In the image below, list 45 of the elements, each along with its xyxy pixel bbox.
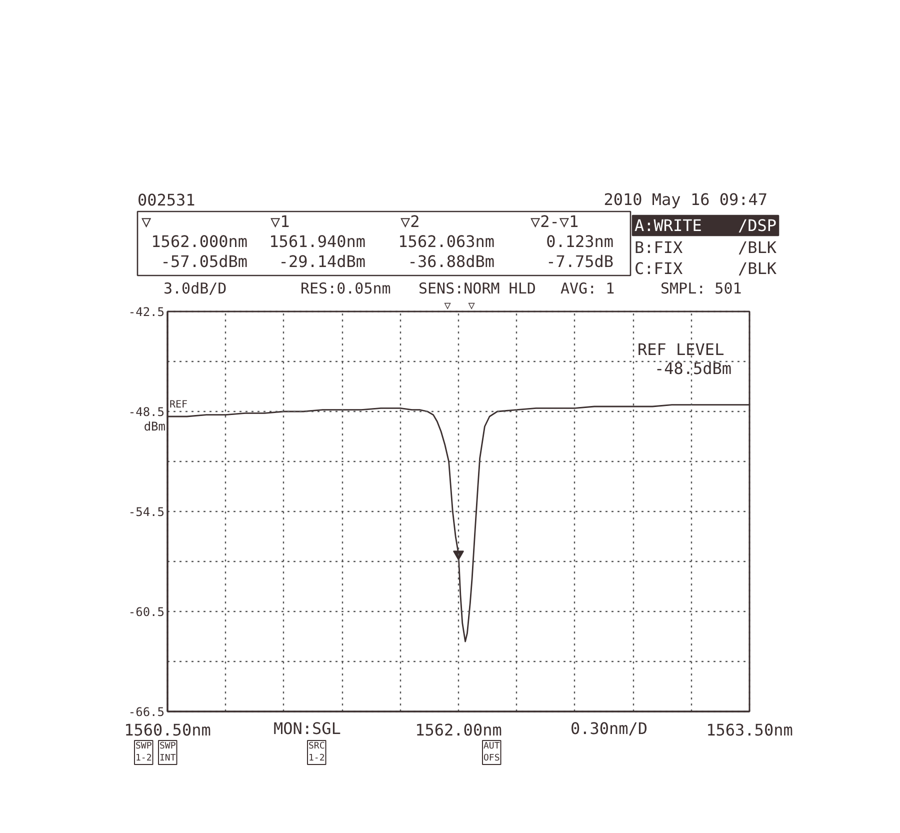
x-axis-title: 0.30nm/D bbox=[570, 719, 648, 738]
y-tick-label: -54.5 bbox=[128, 505, 164, 519]
text: C:FIX bbox=[634, 259, 684, 278]
text: -36.88dBm bbox=[408, 252, 495, 271]
text: AUT OFS bbox=[484, 742, 500, 764]
text: ▽1 bbox=[270, 212, 290, 231]
text: 3.0dB/D bbox=[164, 280, 227, 298]
annotation: ▽ bbox=[468, 299, 476, 312]
text: -7.75dB bbox=[546, 252, 614, 271]
annotation: -48.5dBm bbox=[654, 359, 732, 378]
annotation: ▽ bbox=[444, 299, 452, 312]
text: ▽2-▽1 bbox=[530, 212, 579, 231]
text: A:WRITE bbox=[634, 216, 702, 235]
text: 2010 May 16 09:47 bbox=[604, 190, 768, 209]
text: SWP 1-2 bbox=[136, 742, 152, 764]
annotation: REF LEVEL bbox=[638, 340, 724, 359]
text: /BLK bbox=[738, 238, 777, 257]
y-axis-title: dBm bbox=[144, 420, 166, 434]
text: 002531 bbox=[138, 190, 196, 210]
text: B:FIX bbox=[634, 238, 684, 257]
x-tick-label: 1562.00nm bbox=[415, 720, 502, 740]
text: 1562.000nm bbox=[151, 232, 248, 251]
x-tick-label: 1563.50nm bbox=[706, 720, 793, 740]
text: 0.123nm bbox=[546, 232, 614, 251]
text: MON:SGL bbox=[274, 719, 341, 738]
text: ▽2 bbox=[400, 212, 420, 231]
text: 1561.940nm bbox=[269, 232, 366, 251]
text: ▽ bbox=[142, 212, 152, 231]
text: /DSP bbox=[738, 216, 776, 235]
y-tick-label: -42.5 bbox=[128, 305, 164, 319]
text: /BLK bbox=[738, 259, 777, 278]
y-tick-label: -66.5 bbox=[128, 705, 164, 719]
text: AVG: 1 bbox=[560, 280, 615, 298]
text: SWP INT bbox=[160, 742, 176, 764]
text: SRC 1-2 bbox=[308, 742, 325, 764]
text: 1562.063nm bbox=[398, 232, 494, 251]
x-tick-label: 1560.50nm bbox=[124, 720, 211, 740]
annotation: REF bbox=[170, 400, 188, 410]
text: -57.05dBm bbox=[160, 252, 248, 271]
y-tick-label: -60.5 bbox=[128, 605, 164, 619]
y-tick-label: -48.5 bbox=[128, 405, 164, 419]
text: RES:0.05nm bbox=[300, 280, 391, 298]
text: SENS:NORM HLD bbox=[418, 280, 536, 298]
text: SMPL: 501 bbox=[660, 280, 742, 298]
text: -29.14dBm bbox=[278, 252, 366, 271]
